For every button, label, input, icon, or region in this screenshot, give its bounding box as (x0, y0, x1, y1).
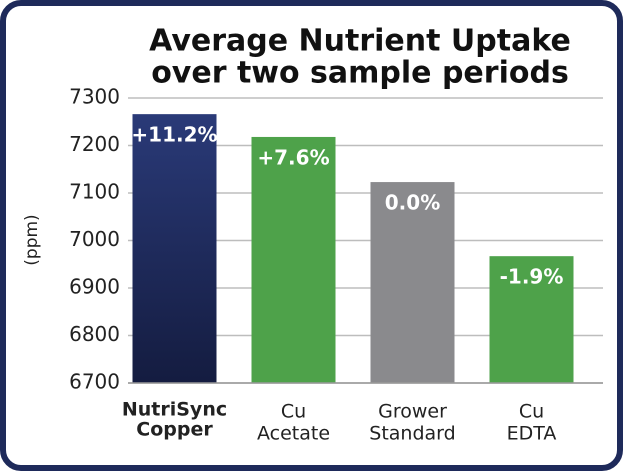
y-tick-label: 7300 (69, 85, 120, 109)
x-tick-label: Cu (281, 401, 306, 423)
y-tick-label: 7200 (69, 132, 120, 156)
chart-title: over two sample periods (151, 56, 569, 91)
x-tick-label: EDTA (507, 423, 557, 445)
bar (489, 256, 574, 383)
bar (370, 182, 455, 383)
data-label: 0.0% (385, 191, 440, 215)
y-tick-label: 6700 (69, 370, 120, 394)
y-tick-label: 7000 (69, 227, 120, 251)
bar (251, 136, 336, 383)
data-label: +11.2% (131, 123, 217, 147)
y-axis-label: (ppm) (22, 214, 42, 265)
data-label: +7.6% (257, 145, 329, 169)
x-tick-label: Standard (369, 423, 455, 445)
x-tick-label: Cu (519, 401, 544, 423)
data-label: -1.9% (500, 265, 564, 289)
x-tick-label: Grower (378, 401, 447, 423)
x-tick-label: NutriSync (122, 399, 227, 421)
x-tick-label: Copper (136, 419, 213, 441)
y-tick-label: 7100 (69, 180, 120, 204)
x-tick-label: Acetate (257, 423, 330, 445)
chart-title: Average Nutrient Uptake (149, 24, 571, 59)
y-tick-label: 6800 (69, 322, 120, 346)
y-tick-label: 6900 (69, 275, 120, 299)
bar (132, 114, 217, 384)
